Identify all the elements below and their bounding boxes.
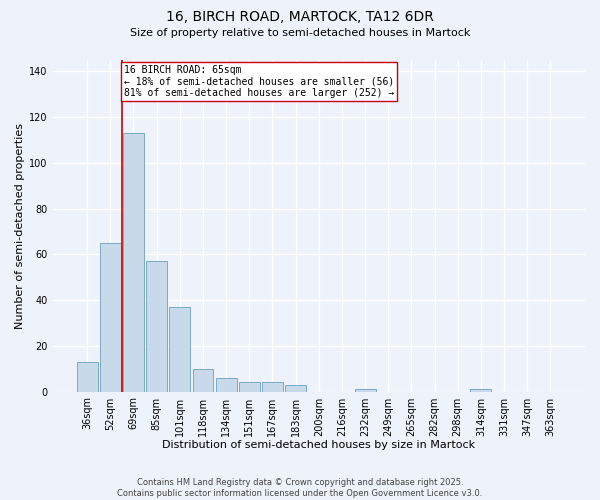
X-axis label: Distribution of semi-detached houses by size in Martock: Distribution of semi-detached houses by … [162, 440, 475, 450]
Bar [123, 133, 144, 392]
Bar [100, 243, 121, 392]
Text: 16 BIRCH ROAD: 65sqm
← 18% of semi-detached houses are smaller (56)
81% of semi-: 16 BIRCH ROAD: 65sqm ← 18% of semi-detac… [124, 64, 394, 98]
Bar [285, 384, 306, 392]
Bar [193, 368, 214, 392]
Bar [169, 307, 190, 392]
Bar [239, 382, 260, 392]
Bar [355, 390, 376, 392]
Bar [215, 378, 236, 392]
Text: 16, BIRCH ROAD, MARTOCK, TA12 6DR: 16, BIRCH ROAD, MARTOCK, TA12 6DR [166, 10, 434, 24]
Y-axis label: Number of semi-detached properties: Number of semi-detached properties [15, 123, 25, 329]
Bar [77, 362, 98, 392]
Bar [262, 382, 283, 392]
Bar [146, 261, 167, 392]
Text: Size of property relative to semi-detached houses in Martock: Size of property relative to semi-detach… [130, 28, 470, 38]
Text: Contains HM Land Registry data © Crown copyright and database right 2025.
Contai: Contains HM Land Registry data © Crown c… [118, 478, 482, 498]
Bar [470, 390, 491, 392]
